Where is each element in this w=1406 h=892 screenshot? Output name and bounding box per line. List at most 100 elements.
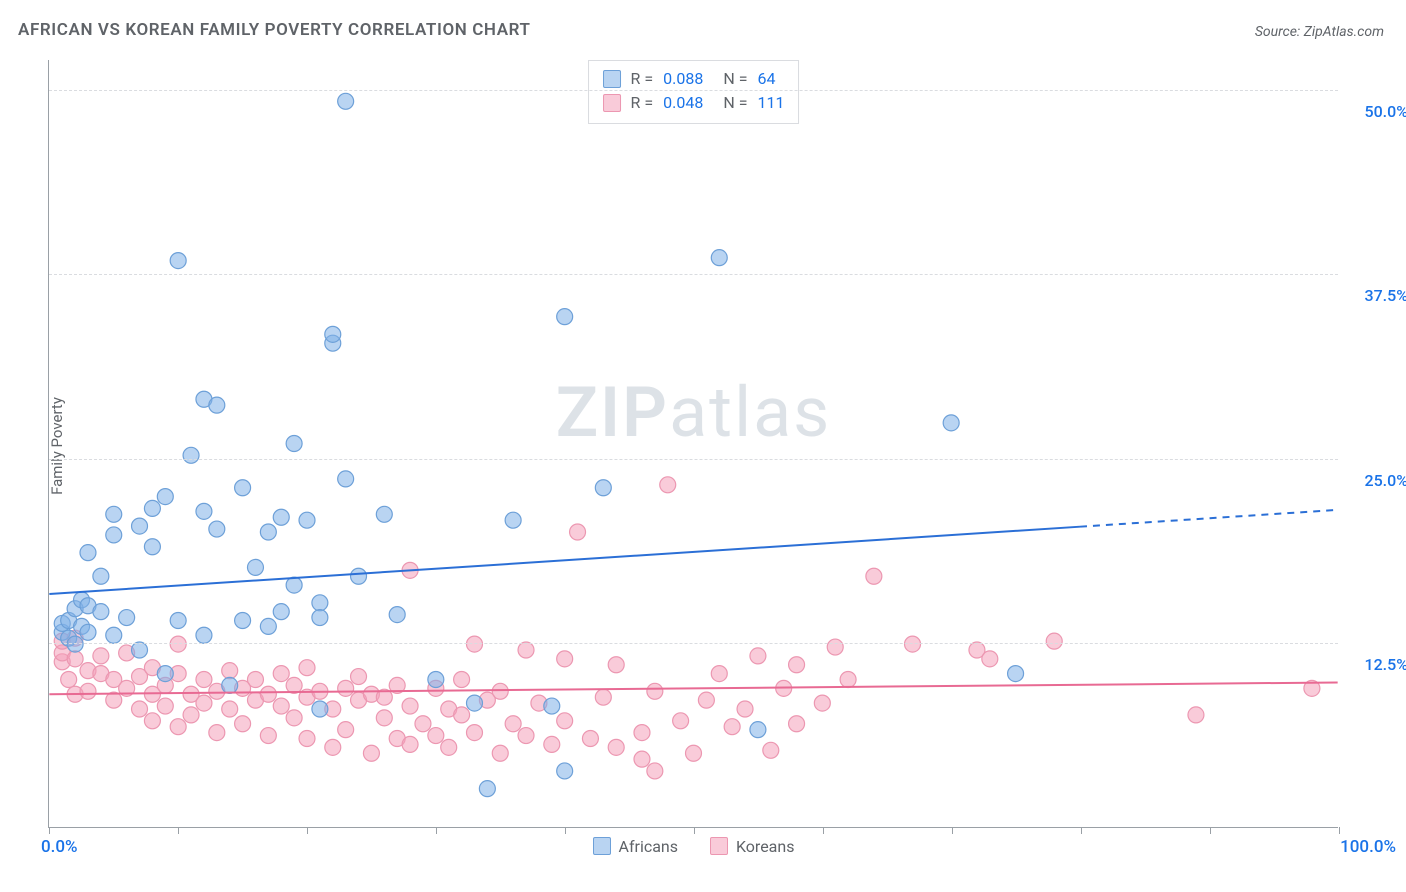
data-point (351, 568, 367, 584)
data-point (312, 701, 328, 717)
data-point (686, 745, 702, 761)
data-point (518, 728, 534, 744)
data-point (982, 651, 998, 667)
plot-svg (49, 60, 1338, 827)
legend-label-africans: Africans (619, 837, 678, 856)
data-point (673, 713, 689, 729)
data-point (260, 728, 276, 744)
data-point (338, 471, 354, 487)
data-point (338, 93, 354, 109)
data-point (363, 745, 379, 761)
swatch-africans-icon (593, 837, 611, 855)
data-point (750, 722, 766, 738)
data-point (1008, 666, 1024, 682)
gridline (49, 90, 1338, 91)
data-point (595, 480, 611, 496)
legend-r-label: R = (631, 67, 654, 91)
data-point (222, 701, 238, 717)
data-point (93, 648, 109, 664)
legend-stats-row-koreans: R = 0.048 N = 111 (603, 91, 785, 115)
data-point (299, 660, 315, 676)
trend-line (49, 527, 1080, 594)
data-point (479, 781, 495, 797)
plot-area: ZIPatlas R = 0.088 N = 64 R = 0.048 N = … (48, 60, 1338, 828)
data-point (595, 689, 611, 705)
data-point (711, 666, 727, 682)
data-point (866, 568, 882, 584)
y-tick-label: 37.5% (1364, 286, 1406, 305)
data-point (235, 480, 251, 496)
data-point (454, 672, 470, 688)
data-point (660, 477, 676, 493)
data-point (299, 731, 315, 747)
swatch-africans (603, 70, 621, 88)
data-point (144, 713, 160, 729)
data-point (106, 627, 122, 643)
gridline (49, 459, 1338, 460)
x-axis-max-label: 100.0% (1340, 837, 1396, 857)
data-point (814, 695, 830, 711)
data-point (428, 672, 444, 688)
data-point (789, 657, 805, 673)
x-tick (952, 827, 953, 834)
data-point (273, 509, 289, 525)
legend-n-value-africans: 64 (757, 67, 775, 91)
x-tick (49, 827, 50, 834)
data-point (325, 739, 341, 755)
data-point (376, 710, 392, 726)
data-point (582, 731, 598, 747)
legend-item-africans: Africans (593, 837, 678, 856)
data-point (518, 642, 534, 658)
data-point (544, 698, 560, 714)
data-point (312, 610, 328, 626)
data-point (943, 415, 959, 431)
legend-n-label: N = (723, 91, 747, 115)
data-point (196, 672, 212, 688)
data-point (286, 577, 302, 593)
legend-item-koreans: Koreans (710, 837, 795, 856)
x-tick (1339, 827, 1340, 834)
data-point (557, 309, 573, 325)
data-point (93, 604, 109, 620)
data-point (235, 613, 251, 629)
legend-r-label: R = (631, 91, 654, 115)
x-tick (1081, 827, 1082, 834)
data-point (557, 713, 573, 729)
data-point (724, 719, 740, 735)
data-point (647, 763, 663, 779)
x-tick (823, 827, 824, 834)
legend-n-value-koreans: 111 (757, 91, 784, 115)
data-point (209, 725, 225, 741)
legend-r-value-africans: 0.088 (663, 67, 703, 91)
data-point (183, 707, 199, 723)
swatch-koreans (603, 94, 621, 112)
data-point (647, 683, 663, 699)
data-point (132, 518, 148, 534)
data-point (106, 506, 122, 522)
data-point (827, 639, 843, 655)
x-tick (178, 827, 179, 834)
x-tick (694, 827, 695, 834)
x-tick (565, 827, 566, 834)
gridline (49, 643, 1338, 644)
data-point (119, 610, 135, 626)
data-point (170, 613, 186, 629)
data-point (196, 503, 212, 519)
data-point (492, 745, 508, 761)
data-point (376, 506, 392, 522)
data-point (260, 524, 276, 540)
data-point (338, 722, 354, 738)
data-point (157, 489, 173, 505)
swatch-koreans-icon (710, 837, 728, 855)
data-point (183, 447, 199, 463)
data-point (441, 739, 457, 755)
data-point (1046, 633, 1062, 649)
data-point (170, 719, 186, 735)
y-tick-label: 12.5% (1364, 655, 1406, 674)
data-point (634, 725, 650, 741)
data-point (144, 500, 160, 516)
data-point (325, 326, 341, 342)
data-point (93, 568, 109, 584)
y-tick-label: 50.0% (1364, 102, 1406, 121)
x-axis-min-label: 0.0% (41, 837, 78, 857)
